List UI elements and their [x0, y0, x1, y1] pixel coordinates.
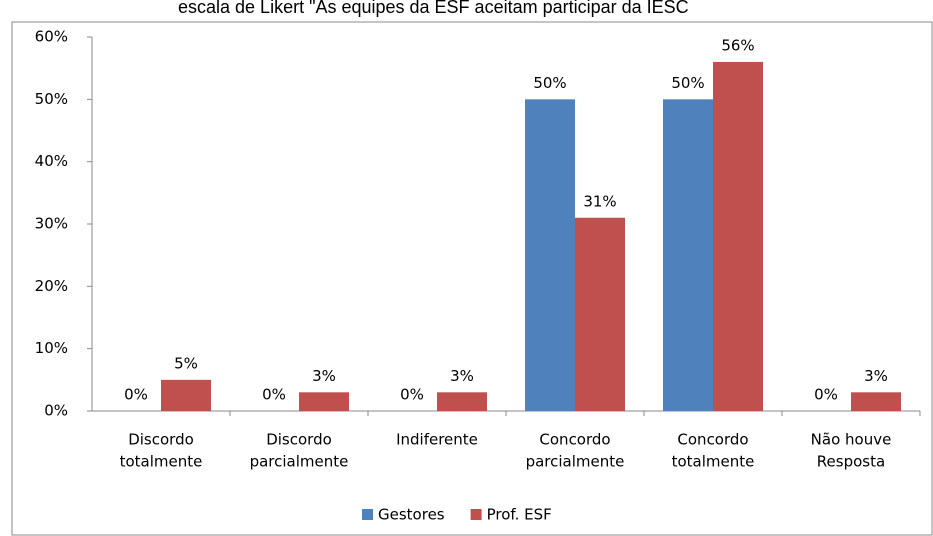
- x-tick-label: totalmente: [120, 453, 203, 471]
- data-label: 50%: [533, 74, 566, 92]
- y-tick-label: 40%: [35, 152, 68, 170]
- legend-swatch: [362, 509, 373, 520]
- x-tick-label: Indiferente: [396, 431, 478, 449]
- legend-swatch: [470, 509, 482, 520]
- data-label: 5%: [174, 354, 198, 372]
- x-tick-label: Concordo: [539, 431, 610, 449]
- x-tick-label: Discordo: [128, 431, 194, 449]
- bar: [437, 392, 487, 411]
- bar: [851, 392, 901, 411]
- data-label: 31%: [583, 192, 616, 210]
- legend-label: Prof. ESF: [487, 506, 552, 524]
- legend-label: Gestores: [378, 506, 445, 524]
- y-tick-label: 30%: [35, 215, 68, 233]
- x-tick-label: Resposta: [817, 453, 885, 471]
- bar: [713, 61, 763, 411]
- bar: [525, 99, 575, 411]
- x-tick-label: parcialmente: [526, 453, 625, 471]
- data-label: 3%: [450, 367, 474, 385]
- data-label: 0%: [814, 386, 838, 404]
- x-tick-label: Discordo: [266, 431, 332, 449]
- data-label: 50%: [671, 74, 704, 92]
- bar: [299, 392, 349, 411]
- data-label: 56%: [721, 36, 754, 54]
- x-tick-label: totalmente: [672, 453, 755, 471]
- x-tick-label: Não houve: [811, 431, 892, 449]
- y-tick-label: 50%: [35, 90, 68, 108]
- y-tick-label: 10%: [35, 339, 68, 357]
- data-label: 3%: [864, 367, 888, 385]
- data-label: 3%: [312, 367, 336, 385]
- x-tick-label: Concordo: [677, 431, 748, 449]
- bar: [575, 217, 625, 411]
- chart-border: [11, 21, 933, 536]
- y-tick-label: 0%: [44, 402, 68, 420]
- chart-title: escala de Likert "As equipes da ESF acei…: [178, 0, 689, 17]
- data-label: 0%: [124, 386, 148, 404]
- bar: [161, 379, 211, 411]
- y-tick-label: 60%: [35, 28, 68, 46]
- data-label: 0%: [262, 386, 286, 404]
- y-tick-label: 20%: [35, 277, 68, 295]
- bar: [663, 99, 713, 411]
- x-tick-label: parcialmente: [250, 453, 349, 471]
- data-label: 0%: [400, 386, 424, 404]
